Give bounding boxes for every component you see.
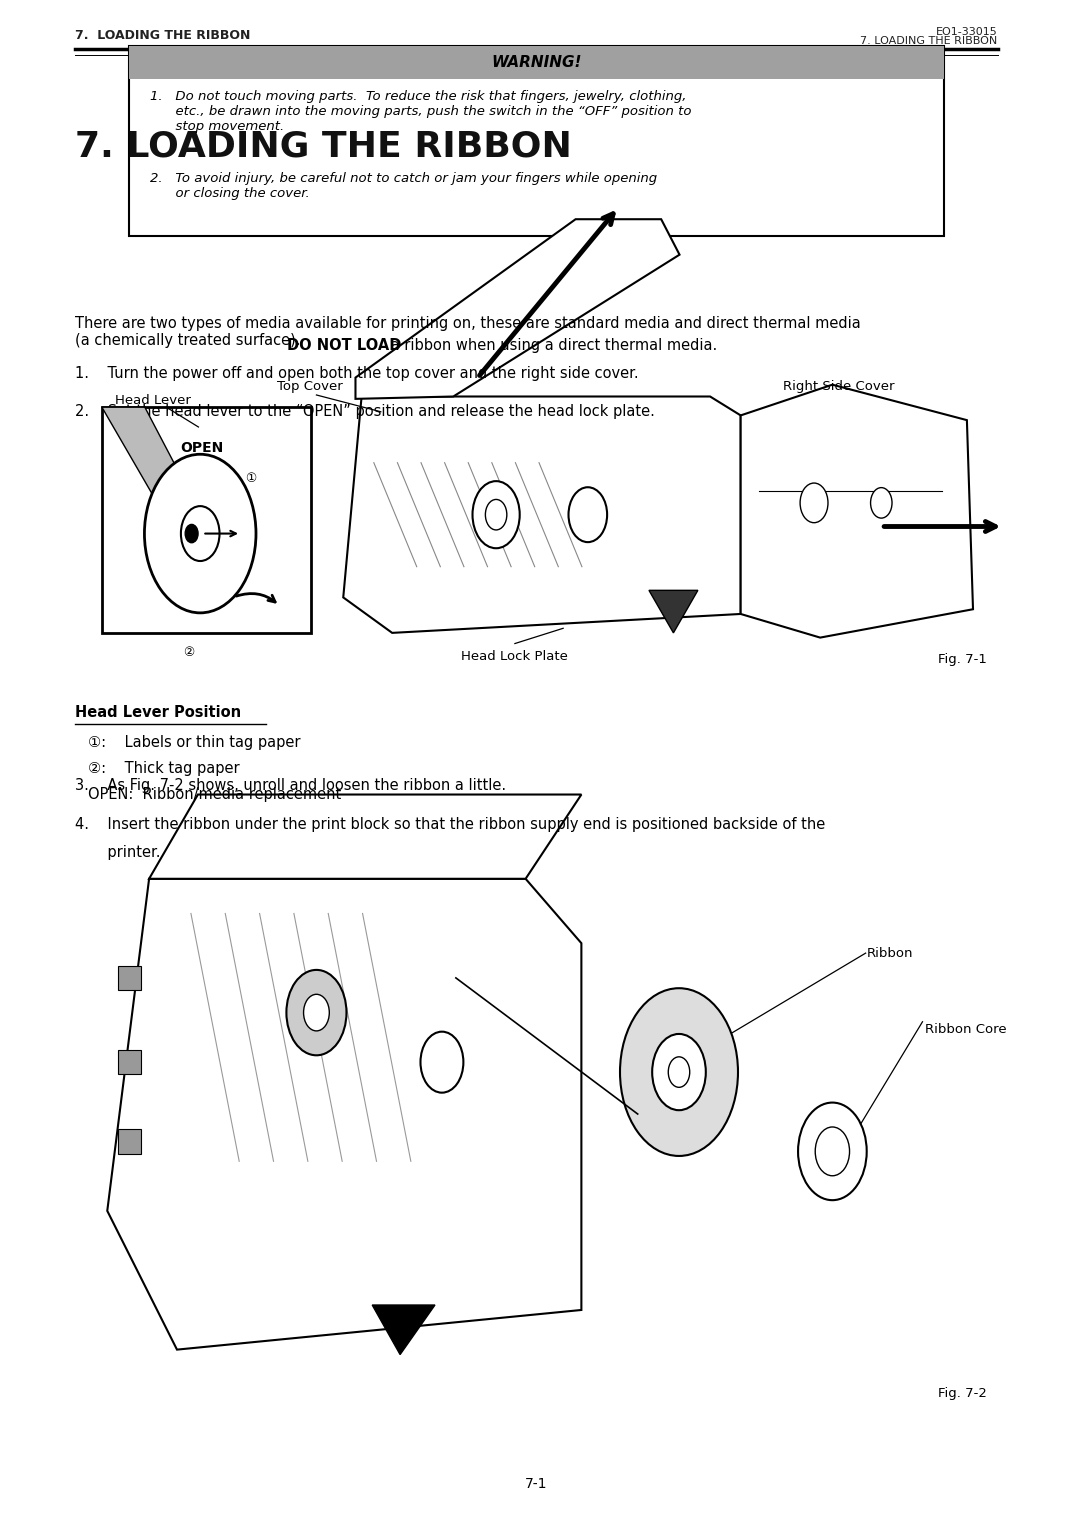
Circle shape xyxy=(145,454,256,613)
Polygon shape xyxy=(343,396,741,633)
Text: printer.: printer. xyxy=(76,845,161,860)
Circle shape xyxy=(669,1057,690,1087)
Text: ①:    Labels or thin tag paper: ①: Labels or thin tag paper xyxy=(87,735,300,750)
Polygon shape xyxy=(649,590,698,633)
Text: 1.    Turn the power off and open both the top cover and the right side cover.: 1. Turn the power off and open both the … xyxy=(76,366,638,381)
Text: ②: ② xyxy=(184,647,194,659)
Circle shape xyxy=(185,525,198,543)
Text: Fig. 7-1: Fig. 7-1 xyxy=(937,653,987,666)
Text: Top Cover: Top Cover xyxy=(276,380,342,393)
Text: 7.  LOADING THE RIBBON: 7. LOADING THE RIBBON xyxy=(76,29,251,41)
Circle shape xyxy=(568,488,607,543)
Text: 7. LOADING THE RIBBON: 7. LOADING THE RIBBON xyxy=(76,130,572,163)
Text: Head Lever: Head Lever xyxy=(114,393,191,407)
Text: 4.    Insert the ribbon under the print block so that the ribbon supply end is p: 4. Insert the ribbon under the print blo… xyxy=(76,817,825,833)
Text: OPEN: OPEN xyxy=(180,441,224,454)
Polygon shape xyxy=(355,220,679,400)
Bar xyxy=(118,1128,141,1153)
Circle shape xyxy=(620,988,738,1156)
Circle shape xyxy=(815,1127,850,1176)
Text: Ribbon: Ribbon xyxy=(867,947,914,959)
Circle shape xyxy=(420,1031,463,1092)
Bar xyxy=(118,1049,141,1074)
Polygon shape xyxy=(102,407,190,515)
Text: ②:    Thick tag paper: ②: Thick tag paper xyxy=(87,761,240,776)
Text: DO NOT LOAD: DO NOT LOAD xyxy=(287,337,402,352)
Polygon shape xyxy=(741,384,973,637)
Circle shape xyxy=(870,488,892,518)
Text: 7. LOADING THE RIBBON: 7. LOADING THE RIBBON xyxy=(861,37,998,46)
Text: Fig. 7-2: Fig. 7-2 xyxy=(937,1386,987,1400)
Bar xyxy=(118,965,141,990)
Text: a ribbon when using a direct thermal media.: a ribbon when using a direct thermal med… xyxy=(387,337,717,352)
Circle shape xyxy=(798,1103,867,1200)
Polygon shape xyxy=(373,1305,435,1354)
Text: OPEN:  Ribbon/media replacement: OPEN: Ribbon/media replacement xyxy=(87,787,341,802)
Bar xyxy=(129,46,944,236)
Text: EO1-33015: EO1-33015 xyxy=(936,27,998,37)
Polygon shape xyxy=(149,795,581,878)
Bar xyxy=(129,46,944,79)
Text: 2.    Set the head lever to the “OPEN” position and release the head lock plate.: 2. Set the head lever to the “OPEN” posi… xyxy=(76,404,654,419)
Circle shape xyxy=(473,482,519,549)
Circle shape xyxy=(303,994,329,1031)
Text: 1.   Do not touch moving parts.  To reduce the risk that fingers, jewelry, cloth: 1. Do not touch moving parts. To reduce … xyxy=(150,90,691,133)
Text: Right Side Cover: Right Side Cover xyxy=(783,380,894,393)
Text: Ribbon Core: Ribbon Core xyxy=(924,1023,1007,1035)
Circle shape xyxy=(181,506,219,561)
Text: Head Lever Position: Head Lever Position xyxy=(76,705,241,720)
Bar xyxy=(102,407,311,633)
Text: Head Lock Plate: Head Lock Plate xyxy=(461,650,568,663)
Circle shape xyxy=(485,500,507,531)
Text: 2.   To avoid injury, be careful not to catch or jam your fingers while opening
: 2. To avoid injury, be careful not to ca… xyxy=(150,172,658,200)
Text: ①: ① xyxy=(245,471,256,485)
Polygon shape xyxy=(107,878,581,1350)
Text: There are two types of media available for printing on, these are standard media: There are two types of media available f… xyxy=(76,316,861,348)
Text: 3.    As Fig. 7-2 shows, unroll and loosen the ribbon a little.: 3. As Fig. 7-2 shows, unroll and loosen … xyxy=(76,778,507,793)
Text: WARNING!: WARNING! xyxy=(491,55,582,70)
Circle shape xyxy=(800,483,828,523)
Circle shape xyxy=(652,1034,706,1110)
Text: 7-1: 7-1 xyxy=(525,1478,548,1491)
Circle shape xyxy=(286,970,347,1055)
